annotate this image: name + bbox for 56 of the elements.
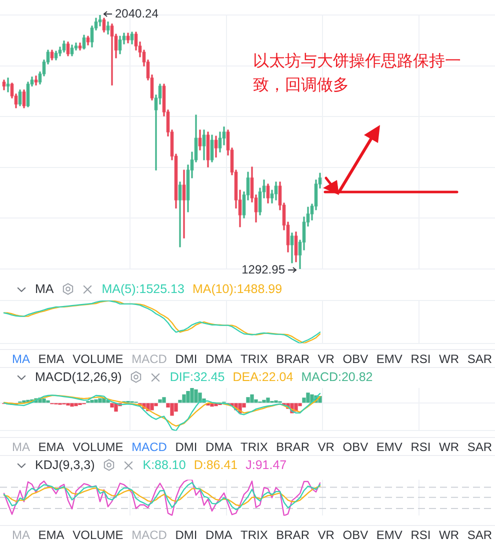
text: EMA [38, 440, 64, 454]
series-label: DEA:22.04 [232, 370, 294, 384]
text: OBV [342, 528, 368, 542]
text: WR [439, 440, 460, 454]
text: VOLUME [72, 440, 124, 454]
text: RSI [410, 440, 431, 454]
text: EMA [38, 528, 64, 542]
text: DMI [175, 352, 198, 366]
text: DMA [206, 528, 232, 542]
series-label: K:88.10 [142, 458, 186, 472]
text: BRAR [276, 528, 310, 542]
text: TRIX [240, 440, 268, 454]
text: RSI [410, 352, 431, 366]
annotation: 1292.95 [242, 262, 286, 276]
text: MA [12, 440, 30, 454]
text: MA [12, 528, 30, 542]
text: VOLUME [72, 528, 124, 542]
text: DMI [175, 440, 198, 454]
text: VR [318, 528, 334, 542]
text: MA(10):1488.99 [192, 282, 282, 296]
annotation: 以太坊与大饼操作思路保持一致，回调做多 [253, 52, 462, 96]
text: VOLUME [72, 352, 124, 366]
text: WR [439, 352, 460, 366]
text: MACD [132, 528, 167, 542]
text: DMA [206, 352, 232, 366]
text: EMV [376, 352, 402, 366]
text: TRIX [240, 352, 268, 366]
text: VR [318, 352, 334, 366]
text: OBV [342, 352, 368, 366]
text: EMA [38, 352, 64, 366]
text: RSI [410, 528, 431, 542]
text: VR [318, 440, 334, 454]
text: BRAR [276, 352, 310, 366]
text: WR [439, 528, 460, 542]
text: TRIX [240, 528, 268, 542]
text: EMV [376, 440, 402, 454]
chart-title: MA [35, 282, 54, 296]
series-label: MA(5):1525.13 [102, 282, 184, 296]
chart-title: KDJ(9,3,3) [35, 458, 95, 472]
text: SAR [467, 528, 492, 542]
annotation: 2040.24 [115, 6, 159, 20]
text: MACD [132, 440, 167, 454]
text: MACD [132, 352, 167, 366]
text: SAR [467, 440, 492, 454]
text: DMI [175, 528, 198, 542]
text: SAR [467, 352, 492, 366]
series-label: D:86.41 [194, 458, 238, 472]
text: EMV [376, 528, 402, 542]
text: MA [12, 352, 30, 366]
series-label: MACD:20.82 [301, 370, 373, 384]
series-label: J:91.47 [246, 458, 287, 472]
chart-title: MACD(12,26,9) [35, 370, 122, 384]
text: BRAR [276, 440, 310, 454]
series-label: DIF:32.45 [170, 370, 225, 384]
text: DMA [206, 440, 232, 454]
text: OBV [342, 440, 368, 454]
